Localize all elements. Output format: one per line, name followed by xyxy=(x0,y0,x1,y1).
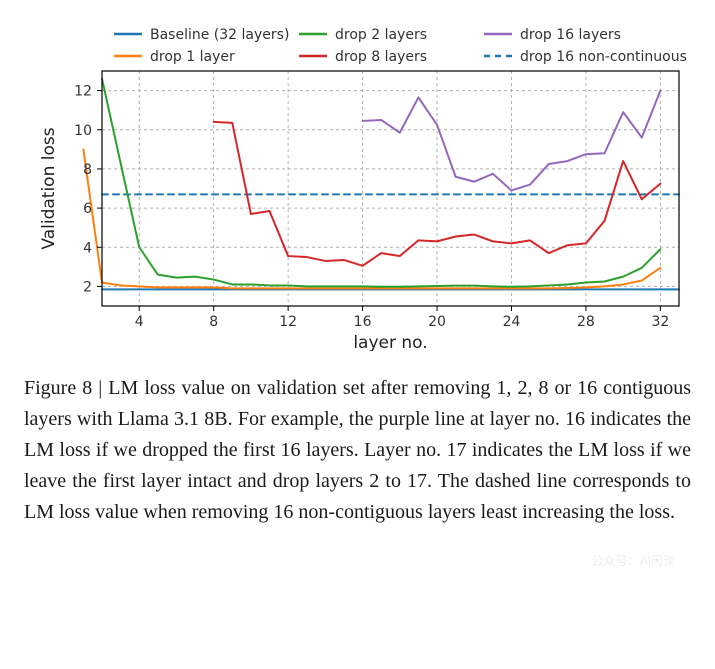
svg-text:drop 2 layers: drop 2 layers xyxy=(335,27,427,43)
validation-loss-chart: 4812162024283224681012layer no.Validatio… xyxy=(24,16,691,351)
svg-text:6: 6 xyxy=(83,201,92,217)
svg-text:28: 28 xyxy=(577,314,595,330)
svg-text:4: 4 xyxy=(83,240,92,256)
svg-text:2: 2 xyxy=(83,279,92,295)
svg-text:drop 16 non-continuous: drop 16 non-continuous xyxy=(520,49,687,65)
caption-body: LM loss value on validation set after re… xyxy=(24,377,691,523)
watermark: 公众号：AI闲谈 xyxy=(592,552,675,569)
chart-svg: 4812162024283224681012layer no.Validatio… xyxy=(24,16,691,351)
svg-text:10: 10 xyxy=(74,123,92,139)
svg-text:20: 20 xyxy=(428,314,446,330)
svg-text:32: 32 xyxy=(651,314,669,330)
svg-text:12: 12 xyxy=(279,314,297,330)
svg-text:drop 8 layers: drop 8 layers xyxy=(335,49,427,65)
svg-text:4: 4 xyxy=(135,314,144,330)
svg-text:24: 24 xyxy=(503,314,521,330)
svg-text:8: 8 xyxy=(209,314,218,330)
svg-text:drop 16 layers: drop 16 layers xyxy=(520,27,621,43)
svg-text:Baseline (32 layers): Baseline (32 layers) xyxy=(150,27,289,43)
figure-caption: Figure 8 | LM loss value on validation s… xyxy=(24,373,691,528)
svg-text:12: 12 xyxy=(74,84,92,100)
svg-text:Validation loss: Validation loss xyxy=(39,127,59,249)
svg-text:16: 16 xyxy=(354,314,372,330)
caption-prefix: Figure 8 | xyxy=(24,377,108,399)
svg-text:layer no.: layer no. xyxy=(353,333,427,351)
svg-text:drop 1 layer: drop 1 layer xyxy=(150,49,235,65)
svg-text:8: 8 xyxy=(83,162,92,178)
